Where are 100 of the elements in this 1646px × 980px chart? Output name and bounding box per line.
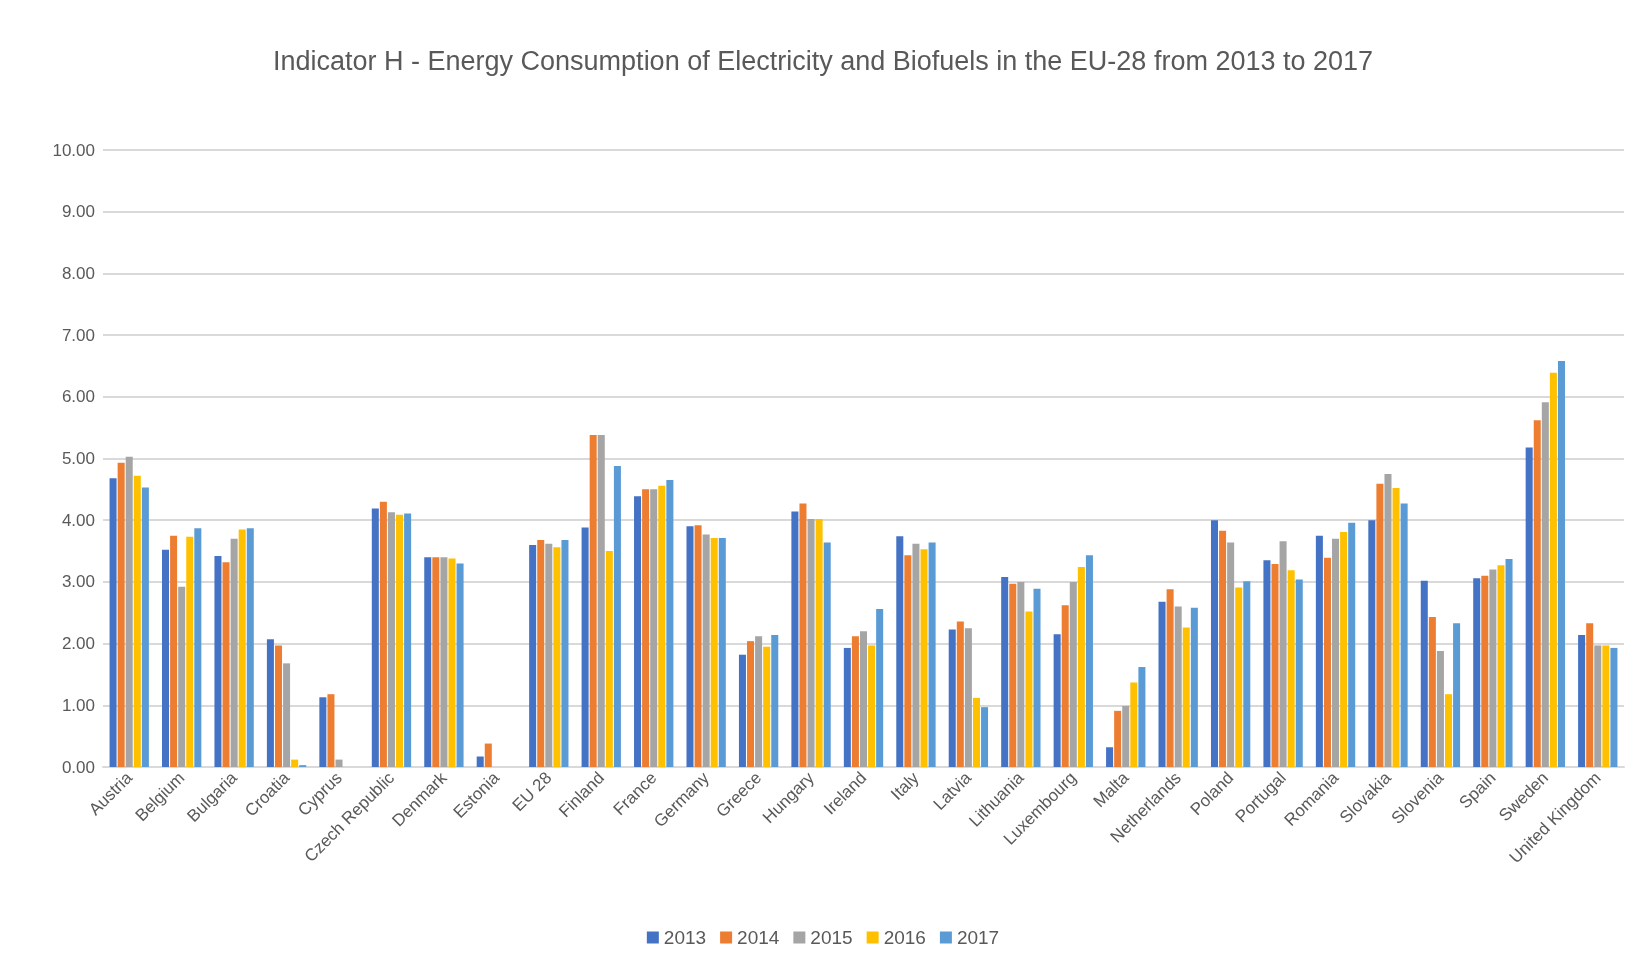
bar [1392,488,1400,767]
bar [553,547,561,767]
bar [178,586,186,767]
bar [1190,607,1198,767]
bar [404,513,412,767]
y-tick-label: 7.00 [61,325,95,345]
y-tick-label: 0.00 [61,757,95,777]
bar [327,694,335,767]
bar [823,542,831,767]
bar [266,639,274,767]
chart-title: Indicator H - Energy Consumption of Electricity and Biofuels in the EU-28 from 2013 to 2017 [272,46,1374,76]
bar [1497,565,1505,767]
bar [319,697,327,767]
bar [424,557,432,767]
x-tick-label: EU 28 [508,768,556,816]
bar [396,514,404,767]
legend-label: 2014 [737,927,780,948]
bar [791,511,799,767]
bar [1557,361,1565,767]
y-tick-label: 9.00 [61,202,95,222]
bar [912,543,920,767]
bar [650,489,658,767]
bar [634,496,642,767]
bar [291,759,299,767]
bar [1122,705,1130,767]
bar [1295,579,1303,767]
bar [981,707,989,767]
bar [666,480,674,767]
bar [1445,694,1453,767]
bar [371,508,379,767]
bar [1017,581,1025,767]
bar [1138,667,1146,767]
bar [1130,682,1138,767]
bar [642,489,650,767]
bar [186,536,194,767]
bar [379,501,387,767]
bar [1210,520,1218,767]
bar [283,663,291,767]
bar [545,543,553,767]
bar [948,629,956,767]
bar [694,525,702,767]
bar [1578,634,1586,767]
bar [1287,570,1295,767]
bar [456,563,464,767]
bar [125,456,133,767]
bar [1166,589,1174,767]
bar [1009,583,1017,767]
bar [807,518,815,767]
bar [972,697,980,767]
bar [529,544,537,767]
bar [956,621,964,767]
bar [1106,747,1114,767]
bar [896,536,904,767]
bar [1001,576,1009,767]
bar [1243,581,1251,767]
bar [876,609,884,767]
bar [133,475,141,767]
bar [1158,601,1166,767]
y-tick-label: 3.00 [61,572,95,592]
bar [763,646,771,767]
bar [1340,531,1348,767]
bar [799,503,807,767]
bar [194,528,202,767]
bar [1428,617,1436,767]
bar [686,526,694,767]
bar [859,631,868,767]
bar [1069,581,1077,767]
bar [581,527,589,767]
bar [1602,645,1610,767]
bar [1033,588,1041,767]
bar [738,654,746,767]
bar [928,542,936,767]
bar [432,557,440,767]
bar [1384,473,1392,767]
bar [537,539,545,767]
bar [335,759,343,767]
bar [440,557,448,767]
bar [1525,447,1533,767]
bar [605,551,613,767]
bar [1594,645,1602,767]
bar [484,743,492,767]
bar [1376,483,1384,767]
bar [246,528,254,767]
bar [1114,710,1122,767]
bar [1400,503,1408,767]
y-tick-label: 6.00 [61,387,95,407]
legend-label: 2015 [810,927,853,948]
bar [1549,372,1557,767]
y-tick-label: 1.00 [61,695,95,715]
bar [1348,522,1356,767]
bar [702,534,710,767]
bar [1235,587,1243,767]
bar [1453,623,1461,767]
bar [755,636,763,767]
bar [710,538,718,767]
y-tick-label: 8.00 [61,263,95,283]
bar [561,539,569,767]
bar [1061,605,1069,767]
bar [1533,420,1541,767]
bar [843,647,851,767]
